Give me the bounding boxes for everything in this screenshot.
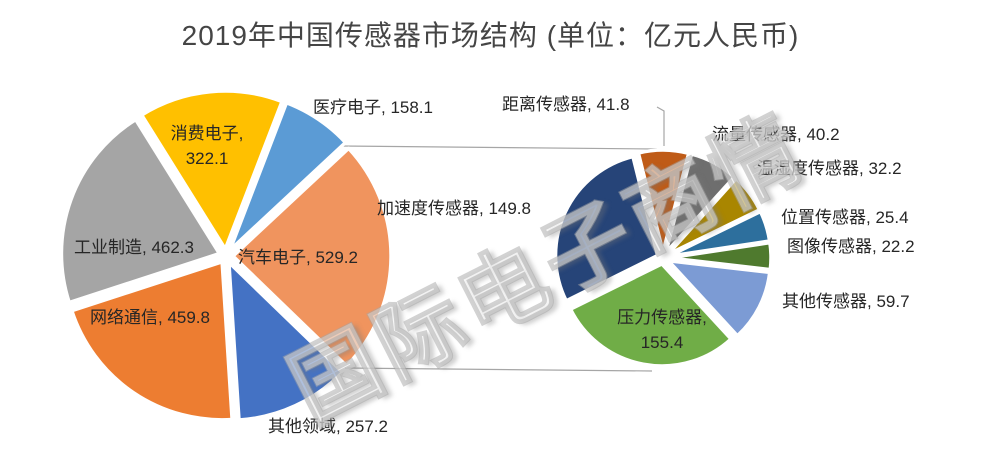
- secondary-pie-slice-1: [664, 152, 736, 255]
- secondary-pie-slice-6: [568, 262, 733, 368]
- secondary-pie-slice-0: [636, 148, 691, 254]
- main-pie-slice-5: [139, 89, 284, 251]
- main-pie: [59, 89, 393, 422]
- main-pie-slice-2: [227, 260, 345, 422]
- secondary-pie-slice-2: [666, 176, 762, 257]
- main-pie-slice-4: [59, 117, 222, 305]
- main-pie-slice-1: [231, 146, 393, 368]
- secondary-pie-slice-7: [553, 154, 660, 303]
- leader-line-distance-sensor: [656, 106, 665, 146]
- chart-title: 2019年中国传感器市场结构 (单位：亿元人民币): [181, 20, 800, 51]
- series-line-bottom: [344, 367, 653, 372]
- series-line-top: [339, 145, 658, 150]
- main-pie-slice-3: [70, 260, 234, 422]
- secondary-pie: [553, 148, 773, 368]
- secondary-pie-slice-5: [666, 258, 772, 338]
- main-pie-slice-0: [228, 100, 348, 252]
- secondary-pie-slice-4: [667, 240, 773, 272]
